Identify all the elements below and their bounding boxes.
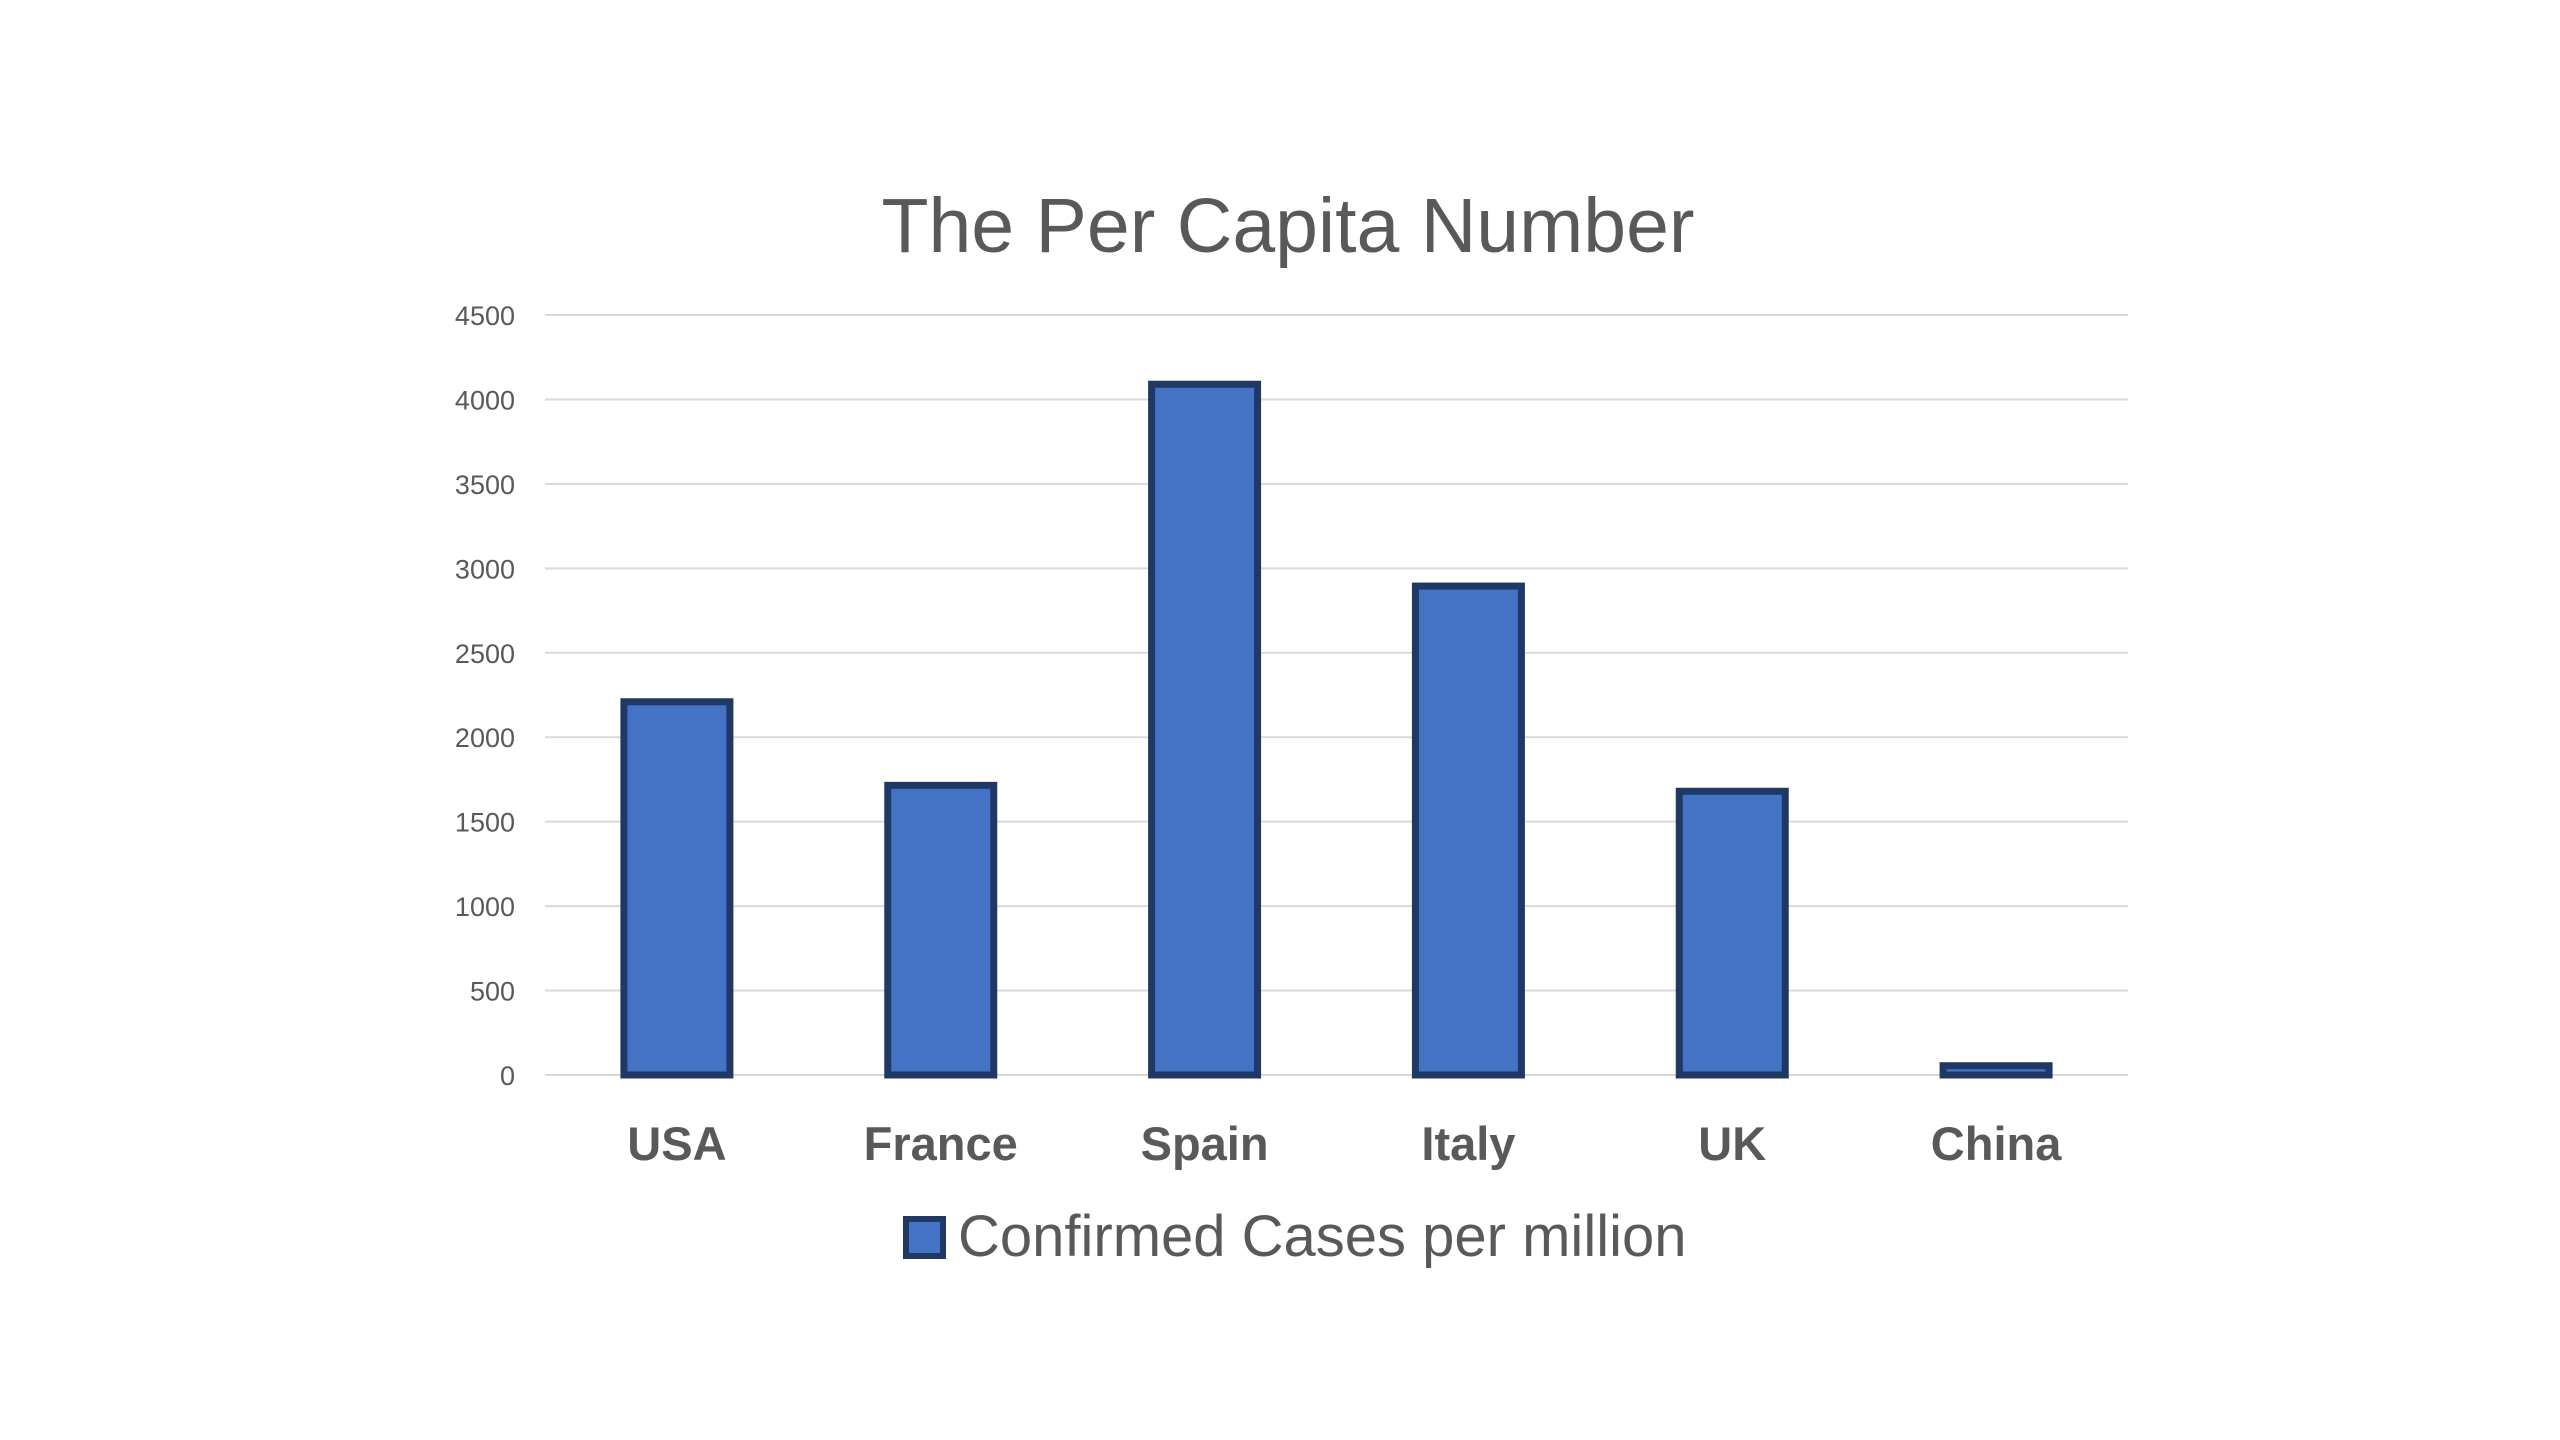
y-tick-label: 2000 (455, 723, 515, 753)
x-category-label: USA (627, 1117, 726, 1170)
chart-title: The Per Capita Number (881, 183, 1694, 269)
bar-france (884, 781, 998, 1079)
gridlines (545, 314, 2128, 1076)
y-tick-label: 500 (470, 977, 515, 1007)
x-category-label: Spain (1141, 1117, 1269, 1170)
bar-spain (1148, 380, 1262, 1079)
x-category-label: China (1931, 1117, 2062, 1170)
bar-italy (1411, 582, 1525, 1079)
y-tick-label: 4500 (455, 301, 515, 331)
y-tick-label: 0 (500, 1061, 515, 1091)
y-tick-label: 3500 (455, 470, 515, 500)
y-axis-ticks: 0 500 1000 1500 2000 2500 3000 3500 4000 4500 (455, 301, 515, 1091)
y-tick-label: 1000 (455, 892, 515, 922)
y-tick-label: 1500 (455, 808, 515, 838)
legend-label: Confirmed Cases per million (958, 1204, 1686, 1269)
bar-usa (620, 698, 734, 1079)
x-category-label: France (864, 1117, 1018, 1170)
y-tick-label: 2500 (455, 639, 515, 669)
y-tick-label: 4000 (455, 385, 515, 415)
bar-china (1939, 1062, 2053, 1079)
bar-uk (1675, 787, 1789, 1079)
x-category-label: Italy (1421, 1117, 1515, 1170)
legend-swatch (903, 1216, 946, 1259)
y-tick-label: 3000 (455, 554, 515, 584)
x-axis-categories: USA France Spain Italy UK China (627, 1117, 2062, 1170)
legend: Confirmed Cases per million (903, 1204, 1686, 1269)
x-category-label: UK (1698, 1117, 1766, 1170)
bars (620, 380, 2053, 1079)
